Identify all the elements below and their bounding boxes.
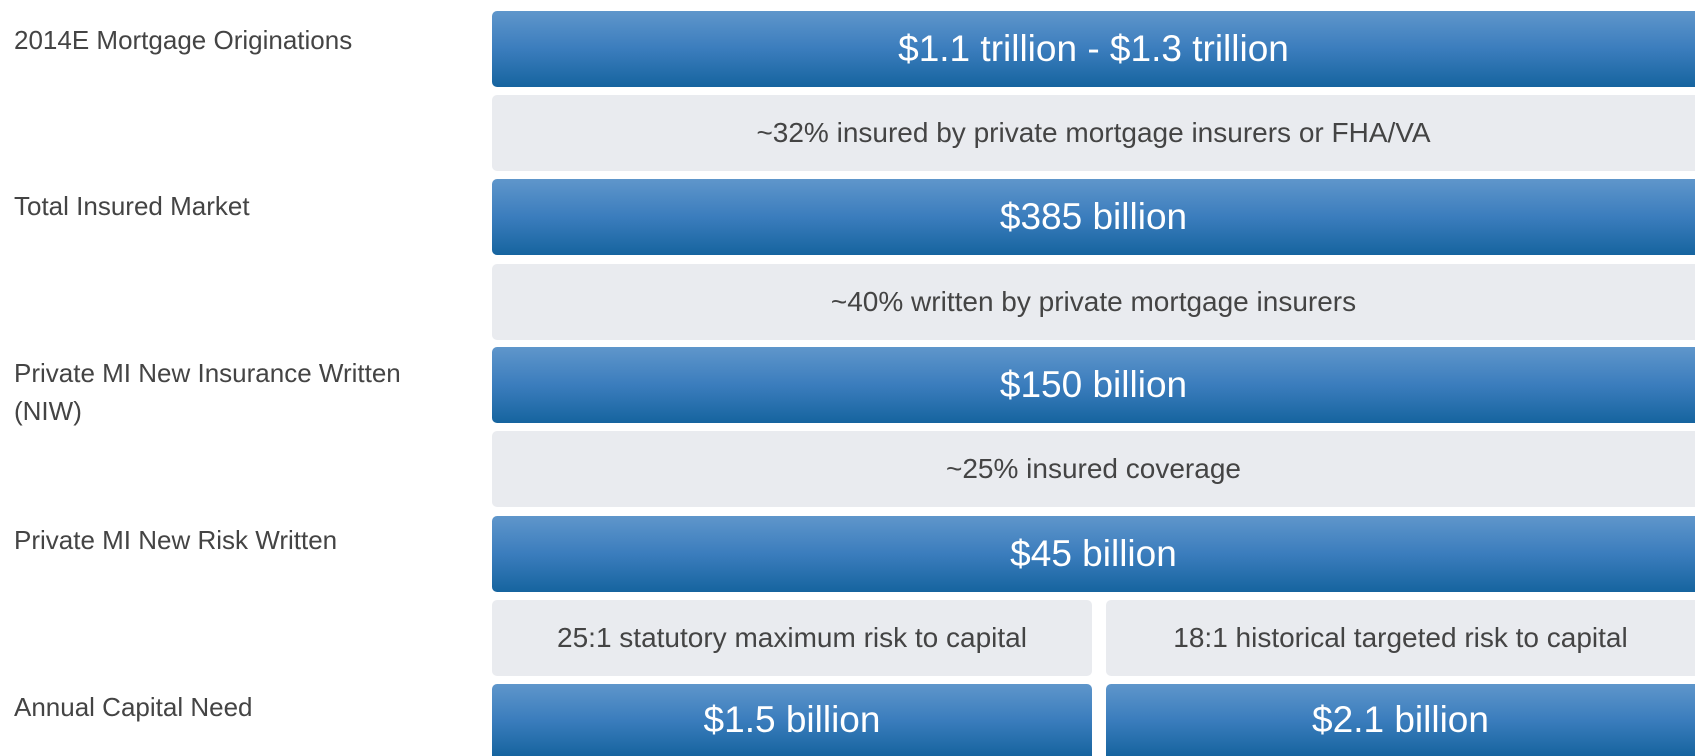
ratio-bar: ~40% written by private mortgage insurer… [492, 264, 1695, 340]
row-label: Annual Capital Need [14, 692, 253, 722]
ratio-bar: ~32% insured by private mortgage insurer… [492, 95, 1695, 171]
ratio-bar: 25:1 statutory maximum risk to capital [492, 600, 1092, 676]
value-bar: $385 billion [492, 179, 1695, 255]
value-bar: $1.1 trillion - $1.3 trillion [492, 11, 1695, 87]
value-bar: $150 billion [492, 347, 1695, 423]
value-bar: $2.1 billion [1106, 684, 1695, 756]
ratio-bar: 18:1 historical targeted risk to capital [1106, 600, 1695, 676]
row-label: Total Insured Market [14, 191, 250, 221]
value-bar: $1.5 billion [492, 684, 1092, 756]
row-label: Private MI New Insurance Written (NIW) [14, 358, 401, 426]
row-label: 2014E Mortgage Originations [14, 25, 353, 55]
row-label: Private MI New Risk Written [14, 525, 338, 555]
value-bar: $45 billion [492, 516, 1695, 592]
ratio-bar: ~25% insured coverage [492, 431, 1695, 507]
